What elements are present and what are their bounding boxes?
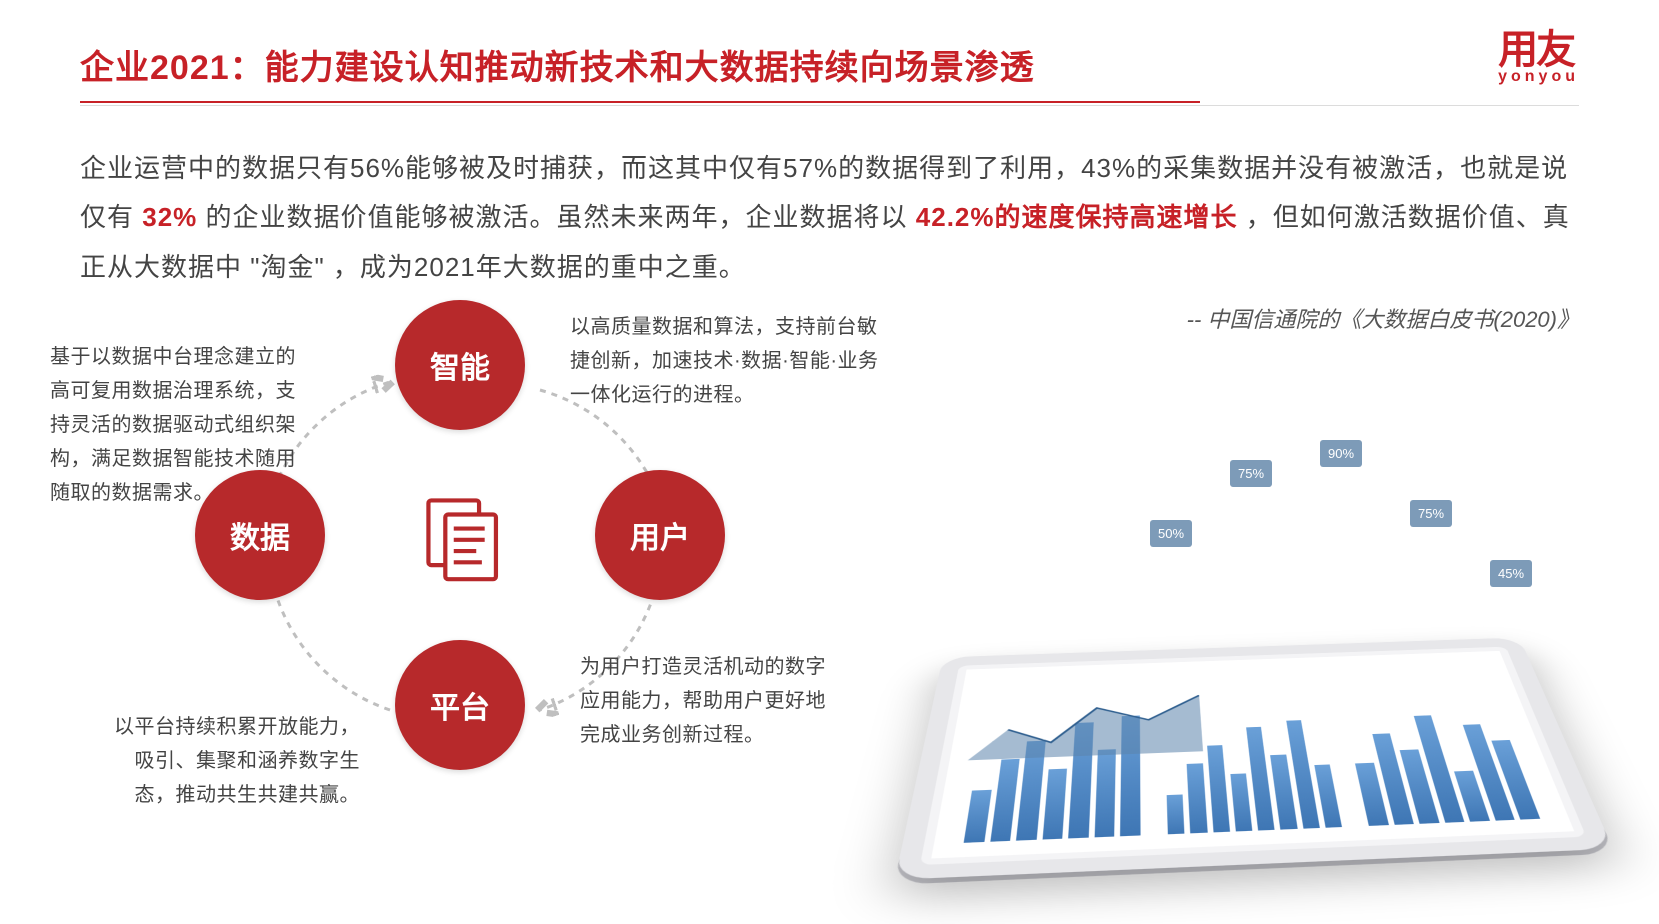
cycle-diagram: 智能以高质量数据和算法，支持前台敏捷创新，加速技术·数据·智能·业务一体化运行的… <box>50 310 910 890</box>
percent-badge: 75% <box>1410 500 1452 527</box>
sub-underline <box>80 105 1579 106</box>
para-seg2: 的企业数据价值能够被激活。虽然未来两年，企业数据将以 <box>206 202 908 232</box>
mini-bar-chart <box>1343 702 1541 826</box>
brand-logo-en: yonyou <box>1498 68 1579 86</box>
cycle-node-right: 用户 <box>595 470 725 600</box>
bar <box>1042 769 1067 840</box>
bar <box>1094 749 1116 837</box>
para-highlight-growth: 42.2%的速度保持高速增长 <box>916 202 1238 232</box>
analytics-tablet-graphic <box>895 637 1613 879</box>
para-highlight-32pct: 32% <box>142 202 197 232</box>
brand-logo-cn: 用友 <box>1498 30 1579 70</box>
area-chart-icon <box>968 670 1203 761</box>
bar <box>964 790 992 843</box>
percent-badge: 50% <box>1150 520 1192 547</box>
cycle-node-desc-top: 以高质量数据和算法，支持前台敏捷创新，加速技术·数据·智能·业务一体化运行的进程… <box>570 310 890 412</box>
bar <box>1314 764 1342 827</box>
bar <box>1167 795 1185 835</box>
intro-paragraph: 企业运营中的数据只有56%能够被及时捕获，而这其中仅有57%的数据得到了利用，4… <box>0 116 1659 292</box>
cycle-node-top: 智能 <box>395 300 525 430</box>
brand-logo: 用友 yonyou <box>1498 30 1579 86</box>
cycle-node-desc-left: 基于以数据中台理念建立的高可复用数据治理系统，支持灵活的数据驱动式组织架构，满足… <box>50 340 310 510</box>
bar <box>1207 745 1230 832</box>
percent-badge: 75% <box>1230 460 1272 487</box>
cycle-node-desc-bottom: 以平台持续积累开放能力，吸引、集聚和涵养数字生态，推动共生共建共赢。 <box>100 710 360 812</box>
cycle-node-desc-right: 为用户打造灵活机动的数字应用能力，帮助用户更好地完成业务创新过程。 <box>580 650 840 752</box>
title-underline <box>80 101 1200 103</box>
bar <box>1230 774 1252 832</box>
bar <box>1187 763 1207 833</box>
bar <box>990 759 1020 842</box>
tablet-screen <box>931 651 1574 859</box>
percent-badge: 45% <box>1490 560 1532 587</box>
document-stack-icon <box>420 492 510 582</box>
cycle-node-bottom: 平台 <box>395 640 525 770</box>
tablet-frame <box>895 637 1613 879</box>
percent-badge: 90% <box>1320 440 1362 467</box>
page-title: 企业2021：能力建设认知推动新技术和大数据持续向场景渗透 <box>80 40 1579 89</box>
